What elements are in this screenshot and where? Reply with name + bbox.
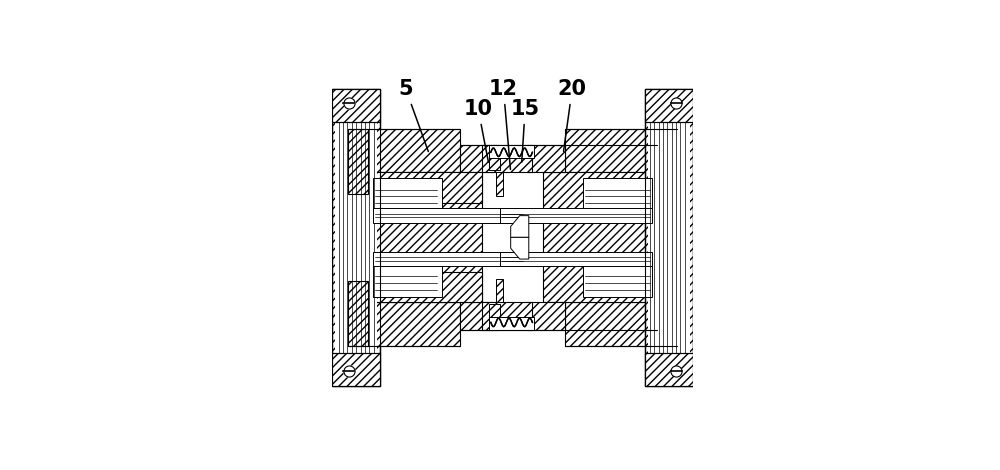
Polygon shape	[373, 252, 525, 266]
Polygon shape	[460, 303, 498, 329]
Polygon shape	[460, 145, 498, 172]
Polygon shape	[489, 145, 534, 158]
Text: 10: 10	[464, 99, 493, 162]
Polygon shape	[543, 172, 657, 303]
Polygon shape	[511, 216, 529, 237]
Polygon shape	[645, 89, 693, 122]
Polygon shape	[657, 129, 677, 194]
Polygon shape	[373, 208, 525, 223]
Polygon shape	[373, 265, 442, 297]
Polygon shape	[645, 89, 693, 386]
Polygon shape	[368, 272, 482, 303]
Polygon shape	[368, 172, 482, 303]
Polygon shape	[489, 158, 500, 171]
Polygon shape	[496, 279, 503, 303]
Polygon shape	[657, 281, 677, 346]
Polygon shape	[368, 172, 482, 203]
Polygon shape	[583, 178, 652, 210]
Polygon shape	[489, 317, 534, 329]
Polygon shape	[565, 129, 657, 172]
Text: 5: 5	[398, 79, 428, 151]
Polygon shape	[511, 237, 529, 259]
Polygon shape	[332, 89, 380, 122]
Polygon shape	[482, 145, 532, 172]
Polygon shape	[373, 178, 442, 210]
Polygon shape	[565, 303, 657, 346]
Polygon shape	[335, 122, 377, 353]
Polygon shape	[496, 172, 503, 196]
Polygon shape	[332, 353, 380, 386]
Polygon shape	[489, 304, 500, 317]
Polygon shape	[527, 145, 565, 172]
Polygon shape	[648, 122, 690, 353]
Text: 20: 20	[558, 79, 587, 151]
Polygon shape	[332, 89, 380, 386]
Polygon shape	[583, 265, 652, 297]
Polygon shape	[500, 252, 652, 266]
Polygon shape	[348, 281, 368, 346]
Text: 15: 15	[511, 99, 540, 162]
Text: 12: 12	[489, 79, 518, 170]
Polygon shape	[500, 208, 652, 223]
Polygon shape	[368, 129, 460, 172]
Polygon shape	[527, 303, 565, 329]
Polygon shape	[645, 353, 693, 386]
Polygon shape	[368, 303, 460, 346]
Polygon shape	[482, 303, 532, 329]
Polygon shape	[348, 129, 368, 194]
